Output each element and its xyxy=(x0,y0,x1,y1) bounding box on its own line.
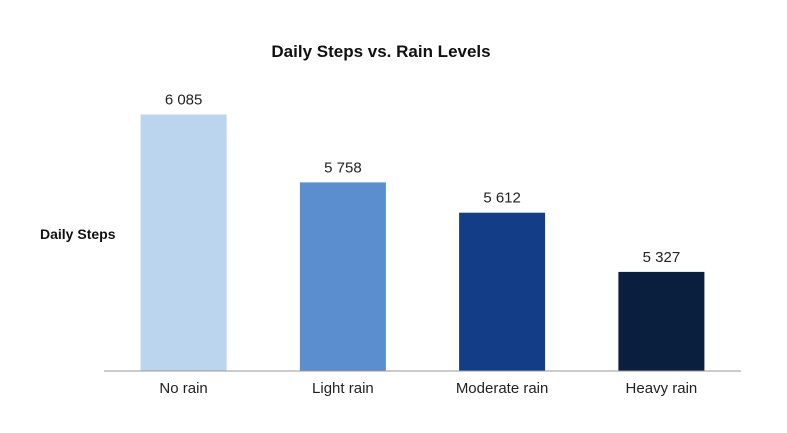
bar-heavy-rain xyxy=(618,271,705,371)
x-tick-label: Light rain xyxy=(312,380,374,397)
bars-layer xyxy=(140,114,705,371)
x-tick-label: No rain xyxy=(159,380,207,397)
x-tick-label: Moderate rain xyxy=(456,380,549,397)
bar-moderate-rain xyxy=(459,212,546,371)
bar-light-rain xyxy=(299,182,386,371)
x-tick-label: Heavy rain xyxy=(626,380,698,397)
data-label: 5 327 xyxy=(643,249,681,266)
chart-title: Daily Steps vs. Rain Levels xyxy=(271,42,490,61)
labels-layer: 6 085 No rain 5 758 Light rain 5 612 Moderate… xyxy=(159,92,697,398)
data-label: 6 085 xyxy=(165,92,203,109)
data-label: 5 612 xyxy=(483,190,521,207)
y-axis-label: Daily Steps xyxy=(40,226,116,242)
bar-no-rain xyxy=(140,114,227,371)
data-label: 5 758 xyxy=(324,159,362,176)
